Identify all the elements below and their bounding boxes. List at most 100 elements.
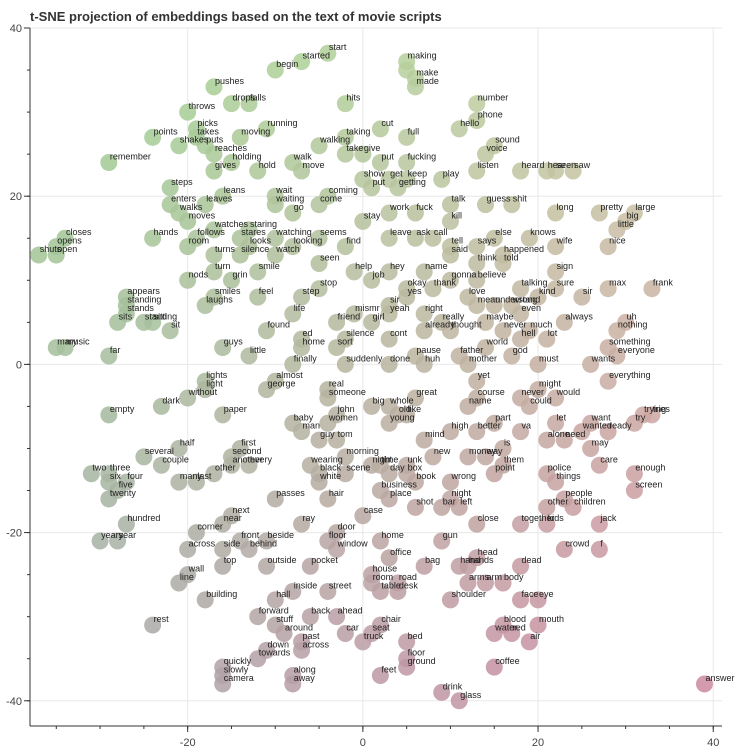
data-point bbox=[441, 196, 459, 214]
data-point bbox=[512, 305, 530, 323]
point-label: bed bbox=[408, 631, 423, 641]
point-label: real bbox=[329, 379, 344, 389]
point-label: chair bbox=[381, 614, 401, 624]
data-point bbox=[520, 633, 538, 651]
data-point bbox=[468, 162, 486, 180]
data-point bbox=[319, 490, 337, 508]
data-point bbox=[494, 322, 512, 340]
point-label: stop bbox=[320, 278, 337, 288]
point-label: sound bbox=[495, 135, 520, 145]
point-label: holding bbox=[232, 152, 261, 162]
data-point bbox=[529, 355, 547, 373]
point-label: empty bbox=[110, 404, 135, 414]
point-label: jack bbox=[599, 513, 617, 523]
point-label: saw bbox=[574, 160, 591, 170]
data-point bbox=[599, 238, 617, 256]
point-label: seen bbox=[320, 252, 340, 262]
point-label: truck bbox=[364, 631, 384, 641]
data-point bbox=[293, 162, 311, 180]
point-label: would bbox=[556, 387, 581, 397]
point-label: put bbox=[373, 177, 386, 187]
point-label: said bbox=[451, 244, 468, 254]
point-label: away bbox=[294, 673, 316, 683]
point-label: ahead bbox=[338, 606, 363, 616]
point-label: way bbox=[485, 446, 503, 456]
point-label: wants bbox=[591, 353, 616, 363]
point-labels: start making started begin make pushes made hit… bbox=[40, 42, 735, 700]
data-point bbox=[336, 238, 354, 256]
data-point bbox=[468, 423, 486, 441]
data-point bbox=[415, 557, 433, 575]
data-point bbox=[599, 423, 617, 441]
point-label: watching bbox=[275, 227, 312, 237]
data-point bbox=[328, 313, 346, 331]
point-label: may bbox=[592, 437, 610, 447]
data-point bbox=[573, 423, 591, 441]
data-point bbox=[406, 473, 424, 491]
data-point bbox=[398, 288, 416, 306]
point-label: far bbox=[110, 345, 121, 355]
data-point bbox=[406, 498, 424, 516]
point-label: watches bbox=[214, 219, 249, 229]
data-point bbox=[512, 423, 530, 441]
data-point bbox=[625, 482, 643, 500]
data-point bbox=[293, 53, 311, 71]
data-point bbox=[284, 204, 302, 222]
data-point bbox=[380, 414, 398, 432]
data-point bbox=[476, 145, 494, 163]
data-point bbox=[433, 498, 451, 516]
data-point bbox=[310, 137, 328, 155]
point-label: okay bbox=[408, 278, 428, 288]
point-label: corner bbox=[197, 522, 223, 532]
point-label: play bbox=[443, 168, 460, 178]
point-label: home bbox=[381, 530, 404, 540]
data-point bbox=[555, 431, 573, 449]
point-label: together bbox=[522, 513, 555, 523]
y-tick-label: 20 bbox=[10, 191, 22, 203]
point-label: big bbox=[373, 395, 385, 405]
data-point bbox=[503, 347, 521, 365]
point-label: people bbox=[565, 488, 592, 498]
point-label: feel bbox=[259, 286, 274, 296]
point-label: box bbox=[408, 463, 423, 473]
point-label: girl bbox=[373, 311, 385, 321]
data-point bbox=[485, 229, 503, 247]
data-point bbox=[222, 154, 240, 172]
point-label: start bbox=[329, 42, 347, 52]
data-point bbox=[547, 389, 565, 407]
point-label: ready bbox=[609, 421, 632, 431]
point-label: gonna bbox=[451, 269, 476, 279]
data-point bbox=[249, 288, 267, 306]
data-point bbox=[406, 78, 424, 96]
point-label: yes bbox=[408, 286, 423, 296]
point-label: street bbox=[329, 580, 352, 590]
point-label: air bbox=[530, 631, 540, 641]
point-label: year bbox=[119, 530, 137, 540]
data-point bbox=[293, 641, 311, 659]
point-label: room bbox=[189, 236, 210, 246]
point-label: couple bbox=[162, 454, 189, 464]
point-label: work bbox=[389, 202, 410, 212]
data-point bbox=[100, 347, 118, 365]
data-point bbox=[389, 582, 407, 600]
point-label: george bbox=[268, 379, 296, 389]
point-label: points bbox=[154, 126, 179, 136]
point-label: back bbox=[311, 606, 331, 616]
data-point bbox=[214, 406, 232, 424]
data-point bbox=[179, 540, 197, 558]
point-label: dark bbox=[162, 395, 180, 405]
point-label: father bbox=[460, 345, 483, 355]
data-point bbox=[547, 473, 565, 491]
data-point bbox=[249, 263, 267, 281]
data-point bbox=[441, 212, 459, 230]
point-label: time bbox=[381, 454, 398, 464]
data-point bbox=[214, 187, 232, 205]
point-label: must bbox=[539, 353, 559, 363]
data-point bbox=[371, 667, 389, 685]
data-point bbox=[468, 95, 486, 113]
point-label: baby bbox=[294, 412, 314, 422]
point-label: god bbox=[513, 345, 528, 355]
data-point bbox=[205, 145, 223, 163]
data-point bbox=[538, 498, 556, 516]
data-point bbox=[468, 297, 486, 315]
